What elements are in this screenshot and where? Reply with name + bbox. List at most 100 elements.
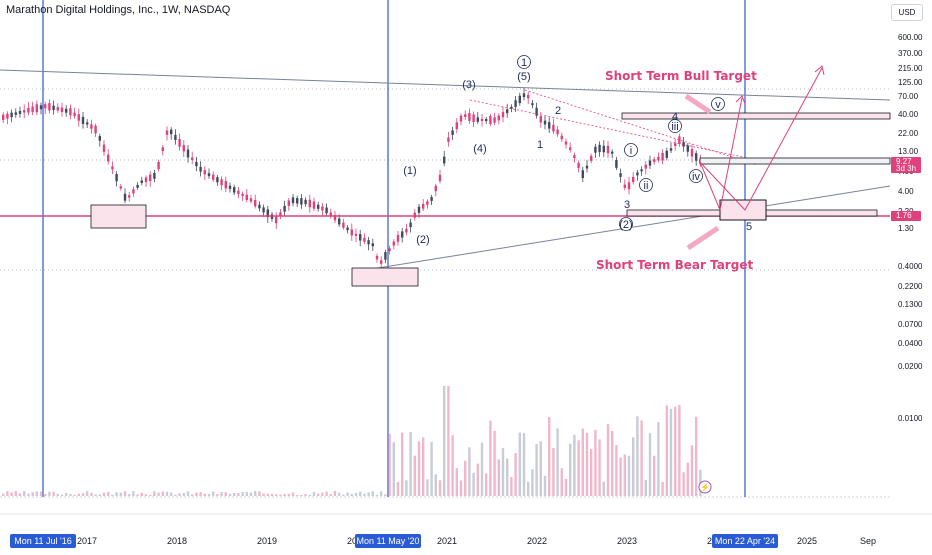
wave-label: 4 [672,111,678,123]
candle-body [514,100,517,107]
candle-body [522,93,526,98]
volume-bar [203,493,206,496]
chart-title: Marathon Digital Holdings, Inc., 1W, NAS… [6,4,231,16]
volume-bar [182,492,185,496]
volume-bar [594,429,597,496]
candle-body [149,174,152,182]
candle-body [182,145,185,152]
candle-body [602,145,605,153]
candle-body [417,206,421,213]
candle-body [455,122,458,130]
candle-body [317,204,320,209]
volume-bar [266,493,269,496]
volume-bar [396,481,400,496]
currency-button[interactable]: USD [891,4,923,21]
arrowhead [735,95,746,105]
volume-bar [157,492,160,496]
candle-body [329,212,332,216]
candle-body [296,198,299,204]
candle-body [224,181,227,189]
y-tick-label: 70.00 [898,92,919,101]
candle-body [6,113,9,119]
volume-bar [602,481,605,496]
candle-body [266,209,269,218]
candle-body [653,159,656,162]
volume-bar [640,420,643,496]
volume-bar [270,493,274,496]
volume-bar [489,420,492,496]
bull-target-label: Short Term Bull Target [605,69,757,83]
candle-body [262,207,265,213]
candle-body [489,116,492,124]
candle-body [665,150,668,158]
volume-bar [98,494,101,496]
candle-body [186,149,190,158]
candle-body [669,148,673,151]
x-tick-label: Sep [860,536,876,546]
volume-bar [241,492,244,496]
volume-bar [493,430,496,496]
volume-bar [405,480,408,496]
candle-body [157,161,160,170]
candle-body [644,164,647,169]
candle-body [413,212,416,218]
volume-bar [90,492,93,496]
volume-bar [115,492,118,496]
volume-bar [665,405,668,496]
wave-label-circle [668,119,682,133]
volume-bar [409,432,412,496]
volume-bar [35,491,38,496]
volume-bar [23,491,26,496]
volume-bar [31,492,34,496]
volume-bar [510,476,513,496]
volume-bar [611,431,614,496]
volume-bar [678,404,681,496]
candle-body [392,241,395,246]
volume-bar [447,386,450,496]
projection-line [699,67,823,211]
candle-body [23,110,26,113]
volume-bar [60,494,64,496]
candle-body [237,190,240,195]
wave-label-circle [517,55,531,69]
volume-bar [245,491,248,496]
candle-body [161,147,164,152]
wave-label: iii [671,121,678,133]
candle-body [90,124,93,129]
candle-body [434,185,437,192]
volume-bar [10,492,13,496]
candle-body [86,122,89,125]
volume-bar [371,491,374,496]
x-tick-label: 2025 [797,536,817,546]
volume-bar [56,493,59,496]
volume-bar [287,493,290,496]
candle-body [178,139,181,147]
volume-bar [212,491,215,496]
y-tick-label: 215.00 [898,64,923,73]
volume-bar [119,492,122,496]
candle-body [48,103,51,111]
candle-body [690,149,694,157]
candle-body [388,248,391,252]
wave-label: (5) [517,71,530,83]
volume-bar [140,492,143,496]
volume-bar [329,494,332,496]
volume-bar [321,492,324,496]
candle-body [249,198,253,202]
candle-body [627,182,631,190]
volume-bar [674,406,677,496]
volume-bar [220,491,223,496]
candle-body [107,154,110,162]
candle-body [170,129,173,135]
candle-body [300,198,303,205]
volume-bar [333,491,337,496]
candle-body [73,112,76,117]
volume-bar [132,491,135,496]
volume-bar [283,494,286,496]
volume-bar [199,492,202,496]
volume-bar [279,494,282,496]
wave-label-circle [639,178,653,192]
candle-body [233,187,236,193]
candle-body [350,229,353,236]
